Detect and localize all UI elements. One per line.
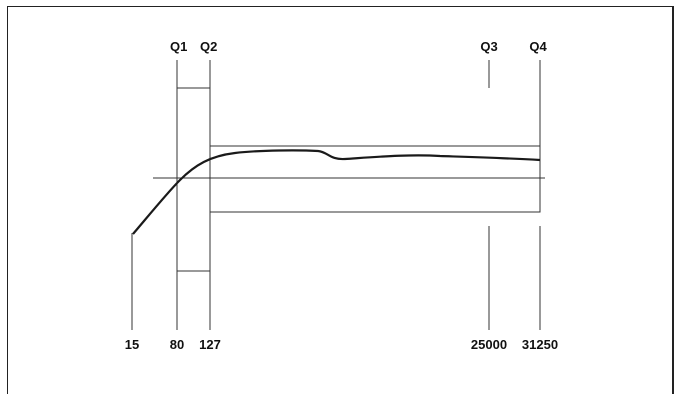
label-q3: Q3: [480, 39, 497, 54]
label-127: 127: [199, 337, 221, 352]
diagram-frame: [7, 6, 674, 394]
label-15: 15: [125, 337, 139, 352]
error-curve: [132, 149, 541, 235]
label-25000: 25000: [471, 337, 507, 352]
label-q1: Q1: [170, 39, 187, 54]
label-q4: Q4: [529, 39, 547, 54]
label-31250: 31250: [522, 337, 558, 352]
label-80: 80: [170, 337, 184, 352]
operating-channel: [209, 88, 541, 271]
channel-mask: [178, 146, 209, 212]
label-q2: Q2: [200, 39, 217, 54]
